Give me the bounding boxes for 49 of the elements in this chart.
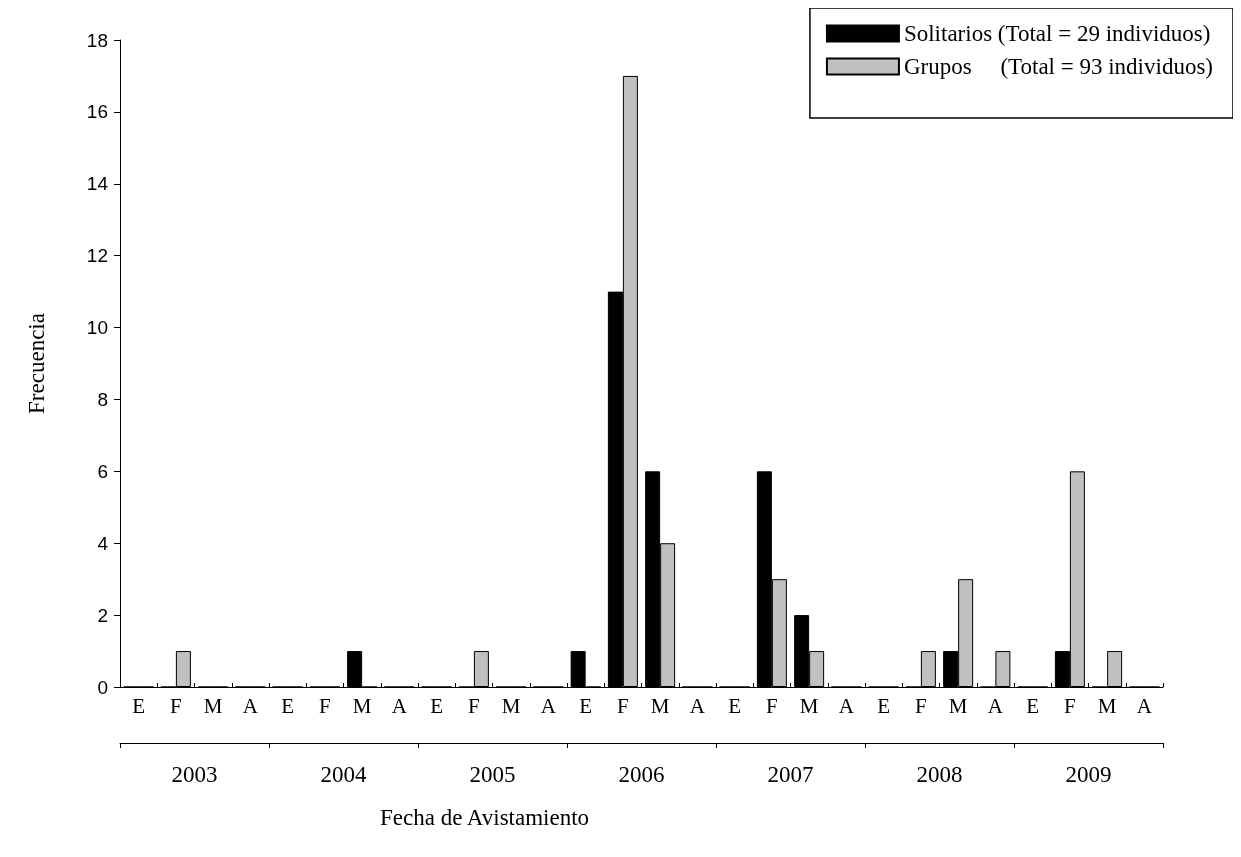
- y-tick-label: 10: [86, 317, 108, 339]
- legend-label: Grupos (Total = 93 individuos): [903, 54, 1213, 79]
- y-axis-title: Frecuencia: [24, 313, 49, 414]
- x-tick-label: E: [430, 693, 444, 718]
- y-tick-label: 6: [97, 460, 108, 482]
- x-tick-label: E: [281, 693, 295, 718]
- x-tick-label: M: [650, 693, 670, 718]
- y-tick-label: 14: [86, 173, 109, 195]
- x-tick-label: A: [540, 693, 557, 718]
- y-tick-label: 4: [97, 532, 109, 554]
- x-tick-label: E: [1026, 693, 1040, 718]
- x-tick-label: M: [948, 693, 968, 718]
- text: 2007: [767, 762, 814, 787]
- y-tick-label: 12: [86, 245, 108, 267]
- x-tick-label: M: [352, 693, 372, 718]
- y-tick-label: 0: [97, 676, 108, 698]
- x-tick-label: M: [799, 693, 819, 718]
- text: 2008: [916, 762, 963, 787]
- y-tick-label: 2: [97, 604, 108, 626]
- x-tick-label: M: [1097, 693, 1117, 718]
- text: 2009: [1065, 762, 1112, 787]
- text: 2006: [618, 762, 665, 787]
- text: 2003: [171, 762, 218, 787]
- x-tick-label: A: [242, 693, 259, 718]
- x-tick-label: F: [319, 693, 331, 718]
- x-tick-label: E: [728, 693, 742, 718]
- legend-label: Solitarios (Total = 29 individuos): [903, 21, 1211, 46]
- x-tick-label: A: [1136, 693, 1153, 718]
- y-tick-label: 8: [97, 388, 108, 410]
- x-tick-label: A: [391, 693, 408, 718]
- x-tick-label: E: [579, 693, 593, 718]
- x-tick-label: A: [987, 693, 1004, 718]
- x-tick-label: F: [468, 693, 480, 718]
- x-axis-title: Fecha de Avistamiento: [380, 805, 590, 830]
- x-tick-label: A: [838, 693, 855, 718]
- x-tick-label: F: [915, 693, 927, 718]
- x-tick-label: M: [501, 693, 521, 718]
- x-tick-label: F: [170, 693, 182, 718]
- x-tick-label: E: [132, 693, 146, 718]
- x-tick-label: E: [877, 693, 891, 718]
- x-tick-label: F: [766, 693, 778, 718]
- y-tick-label: 18: [86, 29, 108, 51]
- text: 2005: [469, 762, 516, 787]
- y-tick-label: 16: [86, 101, 108, 123]
- x-tick-label: M: [203, 693, 223, 718]
- x-tick-label: A: [689, 693, 706, 718]
- x-tick-label: F: [617, 693, 629, 718]
- x-tick-label: F: [1064, 693, 1076, 718]
- text: 2004: [320, 762, 367, 787]
